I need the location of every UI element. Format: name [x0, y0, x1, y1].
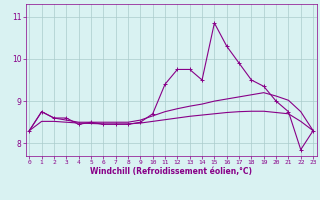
X-axis label: Windchill (Refroidissement éolien,°C): Windchill (Refroidissement éolien,°C) [90, 167, 252, 176]
